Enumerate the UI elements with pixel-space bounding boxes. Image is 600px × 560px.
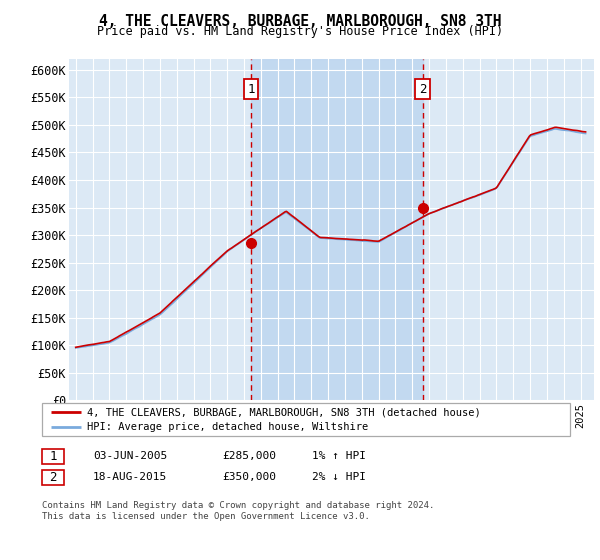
Text: Contains HM Land Registry data © Crown copyright and database right 2024.
This d: Contains HM Land Registry data © Crown c… (42, 501, 434, 521)
Text: 2% ↓ HPI: 2% ↓ HPI (312, 472, 366, 482)
Text: 18-AUG-2015: 18-AUG-2015 (93, 472, 167, 482)
Text: 03-JUN-2005: 03-JUN-2005 (93, 451, 167, 461)
Text: 4, THE CLEAVERS, BURBAGE, MARLBOROUGH, SN8 3TH (detached house): 4, THE CLEAVERS, BURBAGE, MARLBOROUGH, S… (87, 407, 481, 417)
Text: £350,000: £350,000 (222, 472, 276, 482)
Text: 4, THE CLEAVERS, BURBAGE, MARLBOROUGH, SN8 3TH: 4, THE CLEAVERS, BURBAGE, MARLBOROUGH, S… (99, 14, 501, 29)
Text: 2: 2 (49, 470, 56, 484)
Text: Price paid vs. HM Land Registry's House Price Index (HPI): Price paid vs. HM Land Registry's House … (97, 25, 503, 38)
Bar (251, 59, 423, 400)
Text: 1: 1 (247, 83, 255, 96)
Text: £285,000: £285,000 (222, 451, 276, 461)
Text: HPI: Average price, detached house, Wiltshire: HPI: Average price, detached house, Wilt… (87, 422, 368, 432)
Text: 1% ↑ HPI: 1% ↑ HPI (312, 451, 366, 461)
Text: 1: 1 (49, 450, 56, 463)
Text: 2: 2 (419, 83, 427, 96)
